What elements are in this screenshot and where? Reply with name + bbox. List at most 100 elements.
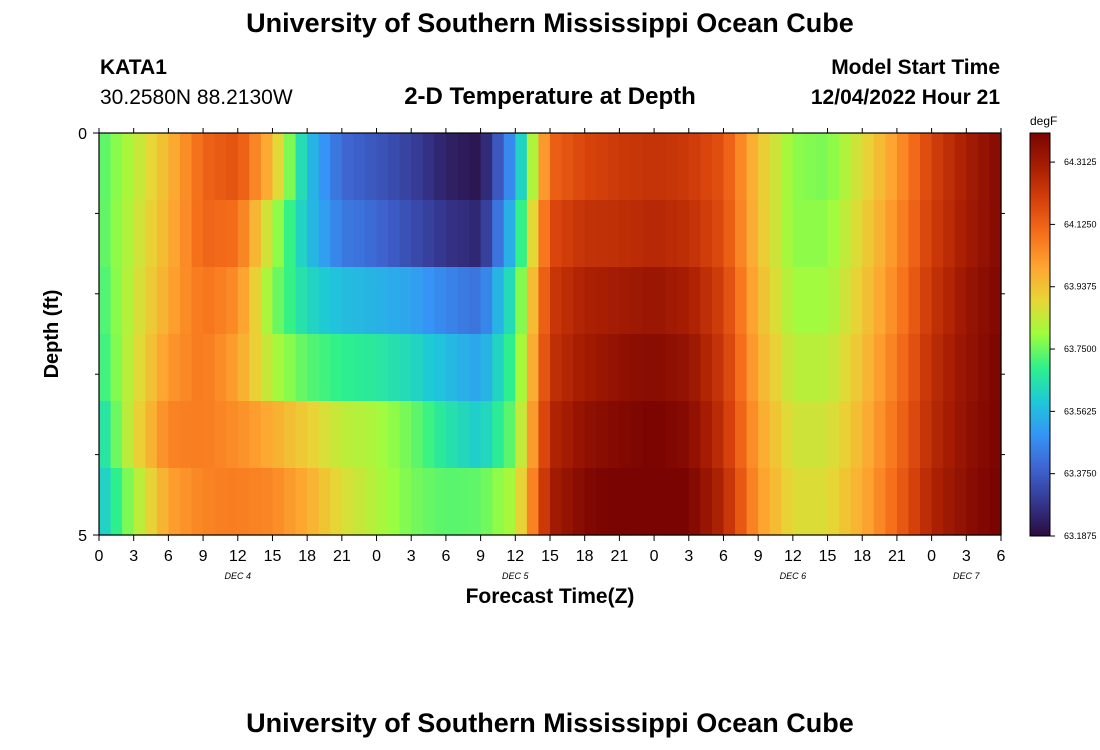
heatmap-cell <box>203 401 216 469</box>
heatmap-cell <box>781 468 794 536</box>
heatmap-cell <box>272 267 285 335</box>
heatmap-cell <box>469 133 482 201</box>
heatmap-cell <box>584 334 597 402</box>
heatmap-cell <box>850 200 863 268</box>
heatmap-cell <box>839 133 852 201</box>
heatmap-cell <box>445 401 459 469</box>
x-axis: 0 3 6 9 12 15 18 21 0 3 6 9 12 15 18 21 0 3 6 9 12 15 18 21 0 3 6 D… <box>95 128 1006 581</box>
heatmap-cell <box>804 133 817 201</box>
heatmap-cell <box>746 468 759 536</box>
heatmap-cell <box>353 200 366 268</box>
heatmap-cell <box>307 334 320 402</box>
heatmap-cells <box>99 133 1002 536</box>
heatmap-cell <box>295 334 308 402</box>
x-tick-label: 0 <box>650 548 659 565</box>
heatmap-cell <box>434 334 447 402</box>
heatmap-cell <box>341 267 355 335</box>
heatmap-cell <box>619 200 632 268</box>
heatmap-cell <box>885 468 898 536</box>
heatmap-cell <box>850 133 863 201</box>
heatmap-cell <box>700 468 713 536</box>
heatmap-cell <box>411 468 424 536</box>
heatmap-cell <box>214 200 227 268</box>
heatmap-cell <box>399 133 412 201</box>
heatmap-cell <box>550 267 563 335</box>
heatmap-cell <box>469 334 482 402</box>
heatmap-cell <box>630 267 644 335</box>
heatmap-cell <box>341 334 355 402</box>
heatmap-cell <box>943 133 956 201</box>
heatmap-cell <box>920 200 933 268</box>
heatmap-cell <box>399 401 412 469</box>
heatmap-cell <box>931 200 944 268</box>
heatmap-cell <box>723 468 736 536</box>
heatmap-cell <box>989 334 1002 402</box>
heatmap-cell <box>573 334 586 402</box>
heatmap-cell <box>191 401 204 469</box>
heatmap-cell <box>896 267 910 335</box>
heatmap-cell <box>850 334 863 402</box>
temperature-depth-chart: 05 0 3 6 9 12 15 18 21 0 3 6 9 12 15 18 21 0 3 6 9 12 15 18 21 0… <box>41 114 1097 608</box>
heatmap-cell <box>596 401 609 469</box>
heatmap-cell <box>607 200 620 268</box>
heatmap-cell <box>457 401 470 469</box>
heatmap-cell <box>769 200 782 268</box>
heatmap-cell <box>411 401 424 469</box>
y-tick-label: 0 <box>78 126 87 143</box>
heatmap-cell <box>977 334 991 402</box>
heatmap-cell <box>399 200 412 268</box>
heatmap-cell <box>746 133 759 201</box>
heatmap-cell <box>804 468 817 536</box>
heatmap-cell <box>677 334 690 402</box>
heatmap-cell <box>550 401 563 469</box>
colorbar-tick-label: 64.3125 <box>1064 157 1097 167</box>
heatmap-cell <box>931 267 944 335</box>
heatmap-cell <box>677 267 690 335</box>
x-tick-label: 0 <box>372 548 381 565</box>
heatmap-cell <box>318 334 331 402</box>
heatmap-cell <box>630 200 644 268</box>
heatmap-cell <box>526 468 540 536</box>
heatmap-cell <box>827 334 840 402</box>
x-tick-label: 3 <box>407 548 416 565</box>
heatmap-cell <box>249 334 262 402</box>
heatmap-cell <box>434 200 447 268</box>
heatmap-cell <box>99 468 112 536</box>
heatmap-cell <box>203 133 216 201</box>
heatmap-cell <box>260 334 274 402</box>
heatmap-cell <box>584 133 597 201</box>
heatmap-cell <box>839 200 852 268</box>
heatmap-cell <box>110 334 123 402</box>
heatmap-cell <box>353 334 366 402</box>
heatmap-cell <box>330 200 343 268</box>
heatmap-cell <box>688 133 701 201</box>
heatmap-cell <box>920 334 933 402</box>
heatmap-cell <box>272 401 285 469</box>
heatmap-cell <box>711 267 725 335</box>
heatmap-cell <box>341 468 355 536</box>
heatmap-cell <box>665 334 678 402</box>
heatmap-cell <box>364 267 378 335</box>
heatmap-cell <box>526 267 540 335</box>
x-tick-label: 21 <box>333 548 351 565</box>
heatmap-cell <box>550 334 563 402</box>
heatmap-cell <box>654 200 667 268</box>
heatmap-cell <box>711 200 725 268</box>
heatmap-cell <box>226 267 239 335</box>
heatmap-cell <box>469 468 482 536</box>
heatmap-cell <box>596 468 609 536</box>
heatmap-cell <box>133 133 146 201</box>
heatmap-cell <box>110 468 123 536</box>
heatmap-cell <box>688 267 701 335</box>
heatmap-cell <box>630 468 644 536</box>
heatmap-cell <box>133 468 146 536</box>
heatmap-cell <box>665 133 678 201</box>
heatmap-cell <box>735 200 748 268</box>
heatmap-cell <box>179 468 193 536</box>
heatmap-cell <box>341 133 355 201</box>
heatmap-cell <box>873 200 886 268</box>
heatmap-cell <box>457 334 470 402</box>
heatmap-cell <box>989 200 1002 268</box>
heatmap-cell <box>977 468 991 536</box>
heatmap-cell <box>873 468 886 536</box>
